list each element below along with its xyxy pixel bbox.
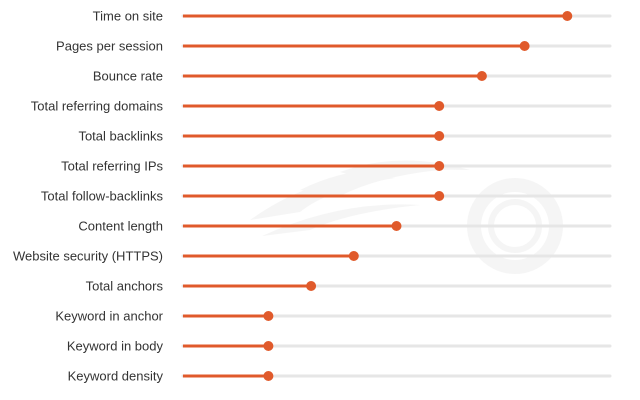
chart-row: Total backlinks: [78, 129, 612, 144]
chart-row: Keyword in anchor: [55, 309, 612, 324]
category-label: Website security (HTTPS): [13, 249, 163, 264]
category-label: Keyword in anchor: [55, 309, 163, 324]
value-point: [434, 191, 445, 201]
value-point: [434, 131, 445, 141]
category-label: Total follow-backlinks: [41, 189, 164, 204]
value-point: [348, 251, 359, 261]
category-label: Keyword in body: [67, 339, 164, 354]
category-label: Total referring IPs: [61, 159, 163, 174]
chart-row: Keyword density: [68, 369, 612, 384]
category-label: Content length: [78, 219, 163, 234]
chart-row: Total referring domains: [31, 99, 612, 114]
chart-row: Pages per session: [56, 39, 612, 54]
chart-row: Bounce rate: [93, 69, 612, 84]
value-point: [476, 71, 487, 81]
value-point: [434, 161, 445, 171]
value-point: [434, 101, 445, 111]
chart-row: Website security (HTTPS): [13, 249, 612, 264]
category-label: Time on site: [93, 9, 163, 24]
chart-row: Content length: [78, 219, 612, 234]
category-label: Total backlinks: [78, 129, 163, 144]
category-label: Total referring domains: [31, 99, 164, 114]
value-point: [306, 281, 317, 291]
chart-rows: Time on site Pages per session Bounce rate…: [13, 9, 612, 384]
value-point: [562, 11, 573, 21]
chart-row: Total referring IPs: [61, 159, 612, 174]
category-label: Bounce rate: [93, 69, 163, 84]
chart-row: Time on site: [93, 9, 612, 24]
value-point: [263, 311, 274, 321]
value-point: [263, 371, 274, 381]
category-label: Total anchors: [86, 279, 164, 294]
value-point: [519, 41, 530, 51]
value-point: [391, 221, 402, 231]
chart-row: Total follow-backlinks: [41, 189, 612, 204]
chart-row: Keyword in body: [67, 339, 612, 354]
chart-row: Total anchors: [86, 279, 612, 294]
value-point: [263, 341, 274, 351]
category-label: Keyword density: [68, 369, 164, 384]
category-label: Pages per session: [56, 39, 163, 54]
